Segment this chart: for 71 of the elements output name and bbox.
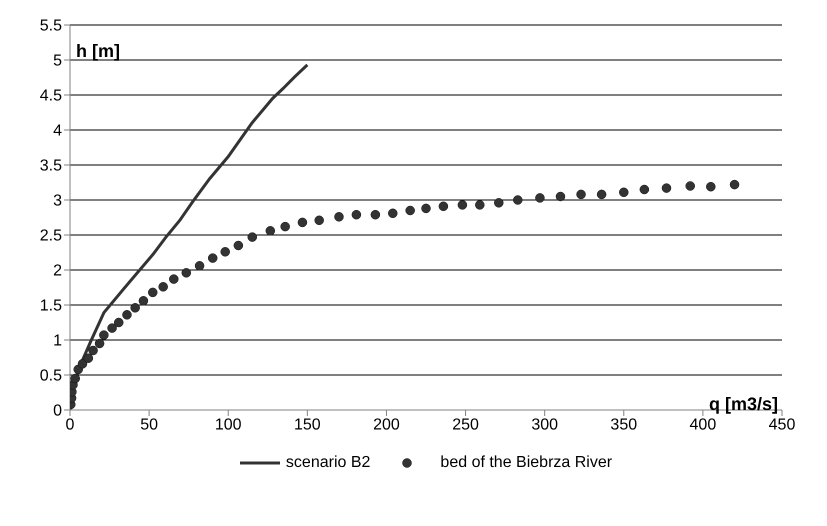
point: [556, 192, 566, 202]
point: [280, 222, 290, 232]
point: [84, 353, 94, 363]
x-tick-label: 450: [768, 416, 796, 434]
point: [475, 200, 485, 210]
point: [88, 346, 98, 356]
y-tick-label: 0.5: [40, 368, 62, 385]
point: [421, 204, 431, 214]
point: [535, 193, 545, 203]
point: [220, 247, 230, 257]
point: [169, 274, 179, 284]
y-tick-label: 4: [53, 122, 62, 140]
y-tick-label: 1: [53, 332, 62, 350]
y-tick-label: 0: [53, 402, 62, 420]
point: [122, 310, 132, 320]
point: [158, 282, 168, 292]
point: [182, 268, 192, 278]
point: [494, 198, 504, 208]
point: [730, 180, 740, 190]
point: [78, 359, 88, 369]
point: [662, 183, 672, 193]
point: [619, 188, 629, 198]
point: [388, 208, 398, 218]
point: [685, 181, 695, 191]
point: [334, 212, 344, 222]
point: [314, 216, 324, 226]
point: [706, 182, 716, 192]
point: [596, 190, 606, 200]
y-tick-label: 2: [53, 262, 62, 280]
line-series: [70, 63, 309, 410]
point: [576, 190, 586, 200]
legend-label: scenario B2: [286, 454, 370, 472]
x-tick-label: 200: [373, 416, 400, 434]
y-tick-label: 3: [53, 192, 62, 210]
y-tick-label: 4.5: [40, 88, 62, 105]
y-tick-label: 2.5: [40, 228, 62, 245]
x-tick-label: 400: [690, 416, 716, 434]
x-tick-label: 350: [610, 416, 638, 434]
point: [130, 303, 140, 313]
x-tick-label: 50: [140, 416, 158, 434]
point: [107, 323, 117, 333]
point: [114, 318, 124, 328]
y-tick-label: 1.5: [40, 298, 62, 315]
point: [266, 226, 276, 236]
point: [352, 210, 362, 220]
x-tick-label: 300: [531, 416, 558, 434]
point: [99, 330, 109, 340]
point: [438, 202, 448, 212]
x-tick-label: 250: [452, 416, 479, 434]
point: [234, 240, 244, 250]
point: [405, 206, 415, 216]
y-tick-label: 3.5: [40, 158, 62, 175]
point: [194, 261, 204, 271]
point: [148, 288, 158, 298]
point: [94, 338, 104, 348]
x-tick-label: 0: [66, 416, 75, 434]
point: [458, 200, 468, 210]
y-tick-label: 5: [53, 52, 62, 70]
point: [70, 374, 80, 384]
point: [248, 232, 258, 242]
legend-label: bed of the Biebrza River: [440, 454, 612, 472]
x-axis-title: q [m3/s]: [708, 394, 778, 415]
point: [138, 296, 148, 306]
point: [208, 253, 218, 263]
x-tick-label: 100: [214, 416, 242, 434]
y-tick-label: 5.5: [40, 18, 62, 35]
point: [370, 210, 380, 220]
point: [513, 195, 523, 205]
point: [640, 184, 650, 194]
x-tick-label: 150: [294, 416, 321, 434]
point: [298, 218, 308, 228]
